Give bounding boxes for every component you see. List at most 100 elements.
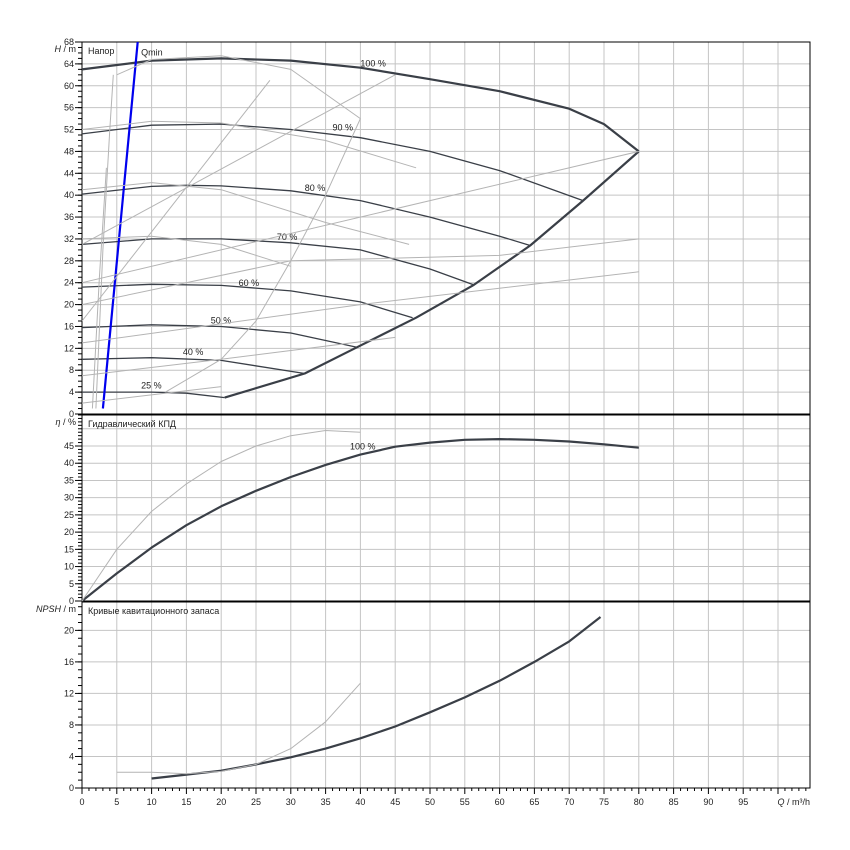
grey-curve [81,79,271,322]
x-tick-label: 75 [599,797,609,807]
plot-frame [81,601,811,789]
x-tick-label: 5 [114,797,119,807]
y-tick-label: 20 [64,527,74,537]
grey-curve [81,182,410,245]
x-axis-label: Q / m³/h [777,797,810,807]
y-tick-label: 4 [69,387,74,397]
series-label: Qmin [141,48,163,58]
x-tick-label: 50 [425,797,435,807]
y-tick-label: 48 [64,146,74,156]
y-tick-label: 4 [69,751,74,761]
panel-title: Кривые кавитационного запаса [88,606,219,616]
x-tick-label: 35 [321,797,331,807]
x-tick-label: 10 [147,797,157,807]
y-tick-label: 25 [64,510,74,520]
series-label: 90 % [333,123,354,133]
y-tick-label: 36 [64,212,74,222]
y-tick-label: 0 [69,783,74,793]
series-curve [81,438,639,602]
panel-1: 0 5 10 15 20 25 30 35 40 45 η / % Гидравлический КП… [55,414,811,606]
y-tick-label: 8 [69,720,74,730]
x-tick-label: 20 [216,797,226,807]
x-tick-label: 25 [251,797,261,807]
y-axis-label: η / % [55,417,76,427]
series-label: 100 % [360,59,386,69]
series-label: 70 % [277,232,298,242]
series-curve [81,238,475,286]
series-curve [81,357,305,375]
x-tick-label: 55 [460,797,470,807]
y-tick-label: 15 [64,544,74,554]
y-tick-label: 60 [64,81,74,91]
y-tick-label: 64 [64,59,74,69]
x-tick-label: 70 [564,797,574,807]
grey-curve [81,120,417,169]
grey-curve [81,336,396,377]
y-tick-label: 68 [64,37,74,47]
y-tick-label: 20 [64,300,74,310]
grey-curve [81,150,639,284]
panel-title: Гидравлический КПД [88,419,176,429]
y-tick-label: 35 [64,475,74,485]
x-tick-label: 45 [390,797,400,807]
y-tick-label: 8 [69,365,74,375]
x-tick-label: 60 [495,797,505,807]
grey-curve [165,118,361,393]
x-tick-label: 40 [355,797,365,807]
y-tick-label: 28 [64,256,74,266]
panel-2: 0 4 8 12 16 20 NPSH / m Кривые кавитационного з… [36,601,811,807]
y-tick-label: 20 [64,625,74,635]
y-tick-label: 16 [64,321,74,331]
series-label: 60 % [239,278,260,288]
grey-curve [81,271,639,344]
series-label: 80 % [305,183,326,193]
qmin-line [101,41,139,409]
series-curve [81,283,413,319]
grey-curve [81,238,639,306]
series-label: 40 % [183,347,204,357]
y-tick-label: 10 [64,562,74,572]
grey-curve [95,74,114,409]
y-tick-label: 45 [64,441,74,451]
y-tick-label: 56 [64,103,74,113]
series-label: 100 % [350,441,376,451]
grey-curve [116,55,361,120]
y-tick-label: 0 [69,409,74,419]
series-curve [81,184,531,247]
series-curve [81,123,584,202]
x-tick-label: 0 [79,797,84,807]
y-tick-label: 32 [64,234,74,244]
y-tick-label: 0 [69,596,74,606]
x-tick-label: 80 [634,797,644,807]
y-tick-label: 5 [69,579,74,589]
y-tick-label: 16 [64,657,74,667]
series-label: 50 % [211,316,232,326]
grey-curve [81,235,291,267]
grey-curve [116,682,361,775]
x-tick-label: 95 [738,797,748,807]
x-tick-label: 90 [703,797,713,807]
x-tick-label: 30 [286,797,296,807]
series-curve [81,324,358,348]
plot-frame [81,41,811,415]
series-curve [151,616,602,780]
y-tick-label: 52 [64,125,74,135]
x-tick-label: 65 [529,797,539,807]
y-tick-label: 24 [64,278,74,288]
x-tick-label: 85 [669,797,679,807]
y-tick-label: 30 [64,493,74,503]
y-axis-label: H / m [55,44,77,54]
grey-curve [91,167,107,409]
x-tick-label: 15 [181,797,191,807]
y-tick-label: 40 [64,190,74,200]
series-curve [81,57,640,153]
grey-curve [81,386,222,404]
series-label: 25 % [141,380,162,390]
plot-frame [81,414,811,602]
y-tick-label: 40 [64,458,74,468]
panel-title: Напор [88,46,114,56]
y-tick-label: 12 [64,688,74,698]
y-tick-label: 44 [64,168,74,178]
